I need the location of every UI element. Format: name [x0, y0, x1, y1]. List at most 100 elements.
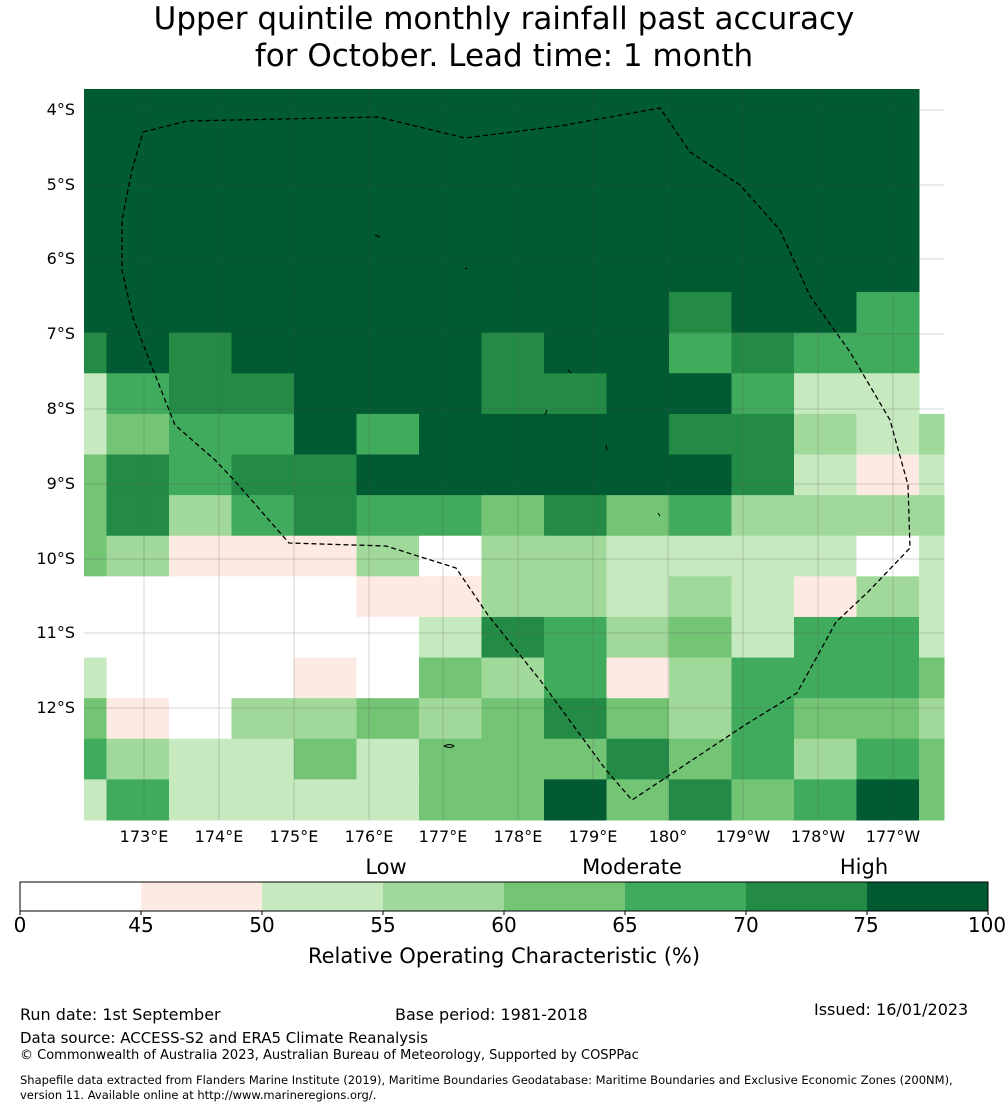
- lon-label: 173°E: [119, 827, 169, 846]
- lon-label: 177°W: [865, 827, 921, 846]
- heatmap-cell: [294, 292, 357, 334]
- heatmap-cell: [231, 535, 295, 577]
- heatmap-cell: [919, 779, 945, 821]
- islands: [374, 234, 661, 748]
- heatmap-cell: [731, 210, 795, 252]
- heatmap-cell: [106, 413, 170, 455]
- heatmap-cell: [481, 779, 545, 821]
- heatmap-cell: [544, 170, 607, 212]
- heatmap-cell: [544, 332, 607, 374]
- heatmap-cell: [231, 576, 295, 618]
- heatmap-cell: [419, 616, 482, 659]
- heatmap-cell: [294, 535, 357, 577]
- heatmap-cell: [356, 616, 420, 659]
- heatmap-cell: [356, 657, 420, 699]
- chart-title-line1: Upper quintile monthly rainfall past acc…: [153, 1, 855, 37]
- heatmap-cell: [856, 738, 920, 780]
- heatmap-cell: [106, 738, 170, 780]
- lat-label: 4°S: [46, 100, 75, 119]
- heatmap-cell: [544, 495, 607, 537]
- heatmap-cell: [106, 251, 170, 293]
- heatmap-cell: [419, 89, 482, 131]
- heatmap-cell: [481, 698, 545, 740]
- heatmap-cell: [731, 535, 795, 577]
- heatmap-cell: [231, 413, 295, 455]
- heatmap-cell: [419, 170, 482, 212]
- colorbar-tick: 60: [491, 913, 517, 937]
- heatmap-cell: [544, 454, 607, 496]
- heatmap-cell: [231, 292, 295, 334]
- colorbar-tick: 70: [733, 913, 759, 937]
- heatmap-cell: [294, 251, 357, 293]
- heatmap-cell: [84, 332, 107, 374]
- island: [567, 369, 572, 374]
- heatmap-cell: [419, 210, 482, 252]
- heatmap-cell: [294, 454, 357, 496]
- heatmap-cell: [294, 698, 357, 740]
- lon-label: 179°E: [568, 827, 618, 846]
- heatmap-cell: [606, 129, 670, 171]
- heatmap-cell: [606, 292, 670, 334]
- colorbar-tick: 75: [853, 913, 879, 937]
- colorbar-tick: 45: [128, 913, 154, 937]
- heatmap-cell: [794, 738, 857, 780]
- heatmap-cell: [856, 373, 920, 415]
- heatmap-cell: [731, 616, 795, 659]
- heatmap-cell: [669, 576, 732, 618]
- heatmap-cell: [231, 170, 295, 212]
- heatmap-cell: [419, 373, 482, 415]
- heatmap-cell: [169, 251, 232, 293]
- category-label-moderate: Moderate: [582, 855, 682, 879]
- heatmap-cell: [606, 332, 670, 374]
- heatmap-cell: [356, 454, 420, 496]
- heatmap-cell: [544, 698, 607, 740]
- heatmap-cell: [669, 251, 732, 293]
- heatmap-cell: [84, 576, 107, 618]
- lat-label: 5°S: [46, 175, 75, 194]
- heatmap-cell: [794, 698, 857, 740]
- colorbar-tick: 0: [13, 913, 27, 937]
- heatmap-cell: [294, 738, 357, 780]
- colorbar-tick: 55: [370, 913, 396, 937]
- heatmap-cell: [856, 89, 920, 131]
- heatmap-cell: [294, 657, 357, 699]
- heatmap-cell: [856, 413, 920, 455]
- heatmap-cell: [481, 251, 545, 293]
- heatmap-cell: [356, 413, 420, 455]
- shapefile-credit-line2: version 11. Available online at http://w…: [20, 1088, 377, 1102]
- heatmap-cell: [106, 576, 170, 618]
- heatmap-cell: [856, 657, 920, 699]
- heatmap-cell: [481, 535, 545, 577]
- heatmap-cell: [231, 373, 295, 415]
- heatmap-cell: [731, 332, 795, 374]
- heatmap-cell: [731, 251, 795, 293]
- heatmap-cell: [919, 495, 945, 537]
- colorbar-tick: 50: [249, 913, 275, 937]
- heatmap-cell: [106, 129, 170, 171]
- heatmap-cell: [856, 779, 920, 821]
- colorbar-segment: [383, 882, 504, 911]
- heatmap-cell: [84, 413, 107, 455]
- heatmap-cell: [84, 373, 107, 415]
- heatmap-cell: [356, 89, 420, 131]
- heatmap-cell: [294, 89, 357, 131]
- heatmap-cell: [481, 89, 545, 131]
- colorbar-segment: [20, 882, 141, 911]
- colorbar-segment: [262, 882, 383, 911]
- heatmap-cell: [544, 413, 607, 455]
- chart-title-line2: for October. Lead time: 1 month: [254, 38, 754, 74]
- heatmap-cell: [669, 495, 732, 537]
- island: [374, 234, 381, 238]
- heatmap-cell: [356, 373, 420, 415]
- heatmap-cell: [481, 210, 545, 252]
- heatmap-cell: [544, 210, 607, 252]
- shapefile-credit-line1: Shapefile data extracted from Flanders M…: [20, 1073, 953, 1087]
- heatmap-cell: [231, 698, 295, 740]
- heatmap-cell: [856, 170, 920, 212]
- heatmap-cell: [794, 495, 857, 537]
- heatmap-cell: [106, 698, 170, 740]
- heatmap-cell: [606, 779, 670, 821]
- heatmap-cell: [231, 129, 295, 171]
- heatmap-cell: [84, 616, 107, 659]
- colorbar-segment: [746, 882, 867, 911]
